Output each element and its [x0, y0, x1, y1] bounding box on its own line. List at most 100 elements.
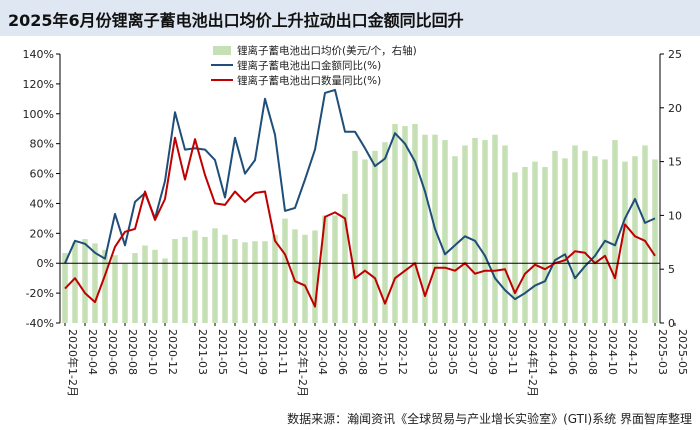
- bar: [72, 242, 78, 323]
- legend-label: 锂离子蓄电池出口均价(美元/个，右轴): [237, 44, 417, 57]
- bar: [252, 241, 258, 323]
- bar: [292, 229, 298, 323]
- bar: [102, 249, 108, 323]
- left-tick-label: 120%: [23, 78, 54, 91]
- left-tick-label: 40%: [30, 197, 54, 210]
- source-note: 数据来源：瀚闻资讯《全球贸易与产业增长实验室》(GTI)系统 界面智库整理: [287, 412, 692, 426]
- bar: [162, 258, 168, 323]
- x-tick-label: 2023-05: [446, 329, 459, 375]
- bar: [212, 228, 218, 323]
- x-tick-label: 2022-12: [396, 329, 409, 375]
- bar: [582, 150, 588, 323]
- bar: [652, 159, 658, 323]
- left-tick-label: 140%: [23, 48, 54, 61]
- x-tick-label: 2022-10: [376, 329, 389, 375]
- bar: [622, 161, 628, 323]
- bar: [492, 134, 498, 323]
- x-tick-label: 2025-05: [676, 329, 689, 375]
- axes-group: -40% -20% 0% 20% 40% 60% 80% 100% 120% 140% 0 5 10 15…: [23, 48, 689, 397]
- left-tick-label: 80%: [30, 138, 54, 151]
- bar: [392, 123, 398, 323]
- bar: [282, 218, 288, 323]
- bar: [92, 243, 98, 323]
- left-tick-label: 100%: [23, 108, 54, 121]
- bar: [502, 145, 508, 323]
- x-tick-label: 2022年1-2月: [296, 329, 310, 397]
- bar: [332, 215, 338, 323]
- x-tick-label: 2021-11: [276, 329, 289, 375]
- right-tick-label: 10: [668, 209, 682, 222]
- bar: [152, 249, 158, 323]
- bar: [422, 134, 428, 323]
- bar: [562, 158, 568, 323]
- chart-title: 2025年6月份锂离子蓄电池出口均价上升拉动出口金额同比回升: [8, 11, 464, 30]
- right-tick-label: 20: [668, 102, 682, 115]
- bar: [122, 263, 128, 323]
- x-tick-label: 2020-12: [166, 329, 179, 375]
- bar: [442, 140, 448, 323]
- bar: [82, 239, 88, 323]
- bar: [172, 239, 178, 323]
- bar: [312, 230, 318, 323]
- title-bar: 2025年6月份锂离子蓄电池出口均价上升拉动出口金额同比回升: [0, 0, 700, 36]
- bar: [552, 150, 558, 323]
- x-tick-label: 2023-03: [426, 329, 439, 375]
- x-tick-label: 2024-12: [626, 329, 639, 375]
- bar: [462, 145, 468, 323]
- bar: [112, 255, 118, 323]
- bar: [402, 126, 408, 323]
- x-tick-label: 2022-08: [356, 329, 369, 375]
- bar: [542, 166, 548, 323]
- bar: [382, 142, 388, 323]
- left-tick-label: -40%: [26, 317, 54, 330]
- x-tick-label: 2021-05: [216, 329, 229, 375]
- x-tick-label: 2020-10: [146, 329, 159, 375]
- bar: [242, 242, 248, 323]
- left-tick-label: -20%: [26, 287, 54, 300]
- bar: [372, 150, 378, 323]
- legend: 锂离子蓄电池出口均价(美元/个，右轴) 锂离子蓄电池出口金额同比(%) 锂离子蓄电池…: [211, 44, 417, 87]
- x-tick-label: 2022-04: [316, 329, 329, 375]
- x-tick-label: 2023-11: [506, 329, 519, 375]
- bar: [182, 236, 188, 323]
- x-tick-label: 2024-06: [566, 329, 579, 375]
- bar: [262, 241, 268, 323]
- bar: [222, 234, 228, 323]
- bar: [532, 161, 538, 323]
- line-series-group: [64, 88, 656, 308]
- x-tick-label: 2023-07: [466, 329, 479, 375]
- bar: [272, 234, 278, 323]
- bar: [632, 156, 638, 323]
- quantity-yoy-line: [64, 136, 656, 308]
- x-tick-label: 2024-10: [606, 329, 619, 375]
- bar: [352, 150, 358, 323]
- x-tick-label: 2020-08: [126, 329, 139, 375]
- bar: [232, 239, 238, 323]
- right-tick-label: 25: [668, 48, 682, 61]
- bar: [192, 230, 198, 323]
- x-tick-label: 2021-09: [256, 329, 269, 375]
- x-tick-label: 2024-04: [546, 329, 559, 375]
- x-tick-label: 2020年1-2月: [66, 329, 80, 397]
- right-tick-label: 15: [668, 156, 682, 169]
- bar: [522, 166, 528, 323]
- bar: [482, 140, 488, 323]
- bar: [362, 159, 368, 323]
- bar: [132, 253, 138, 323]
- right-tick-label: 0: [668, 317, 675, 330]
- bar: [452, 156, 458, 323]
- bar: [412, 123, 418, 323]
- legend-swatch-price: [213, 46, 231, 55]
- bar: [342, 193, 348, 323]
- bar: [592, 156, 598, 323]
- x-tick-label: 2022-06: [336, 329, 349, 375]
- x-tick-label: 2024年1-2月: [526, 329, 540, 397]
- bar: [642, 145, 648, 323]
- x-tick-label: 2023-09: [486, 329, 499, 375]
- amount-yoy-line: [64, 88, 656, 301]
- legend-label: 锂离子蓄电池出口金额同比(%): [237, 59, 381, 72]
- bar: [302, 234, 308, 323]
- x-tick-label: 2020-04: [86, 329, 99, 375]
- legend-label: 锂离子蓄电池出口数量同比(%): [237, 74, 381, 87]
- bar: [572, 145, 578, 323]
